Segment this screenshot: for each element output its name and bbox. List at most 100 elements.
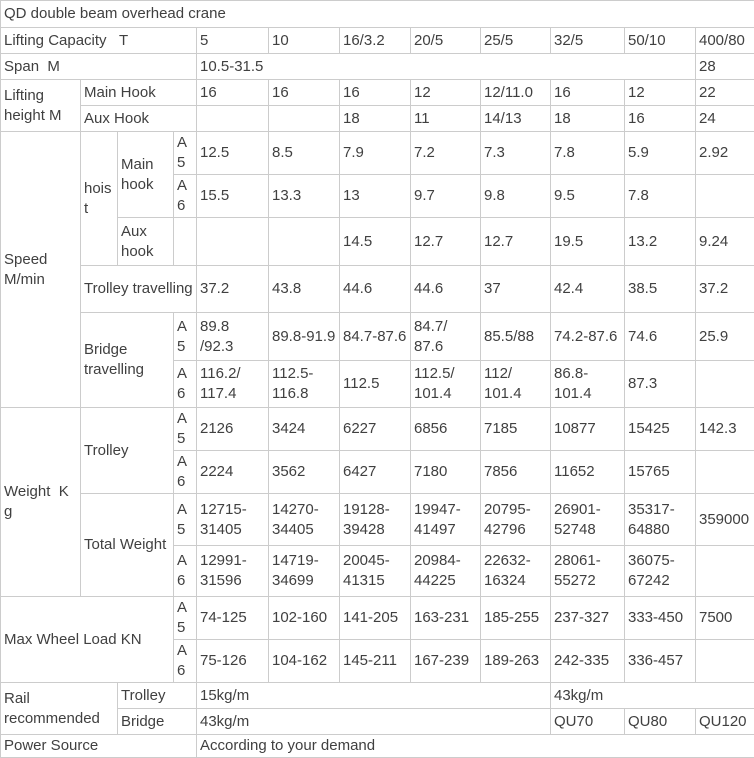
speed-value: 112/ 101.4 — [481, 361, 551, 408]
weight-value: 14270-34405 — [269, 494, 340, 546]
wheel-load-value: 7500 — [696, 597, 754, 640]
speed-value: 14.5 — [340, 218, 411, 266]
speed-value — [696, 361, 754, 408]
speed-value: 7.8 — [551, 132, 625, 175]
table-row: QD double beam overhead crane — [1, 1, 754, 28]
weight-value: 11652 — [551, 451, 625, 494]
span-label: Span M — [1, 54, 197, 80]
wheel-load-value: 163-231 — [411, 597, 481, 640]
bridge-travelling-label: Bridge travelling — [81, 313, 174, 408]
class-a6-label: A6 — [174, 175, 197, 218]
speed-value: 7.8 — [625, 175, 696, 218]
speed-value: 7.3 — [481, 132, 551, 175]
height-value: 18 — [340, 106, 411, 132]
weight-value: 20795-42796 — [481, 494, 551, 546]
wheel-load-value: 104-162 — [269, 640, 340, 683]
height-value: 12 — [411, 80, 481, 106]
height-value: 12/11.0 — [481, 80, 551, 106]
table-row: Aux Hook 18 11 14/13 18 16 24 — [1, 106, 754, 132]
speed-value: 9.7 — [411, 175, 481, 218]
aux-hook-label: Aux Hook — [81, 106, 197, 132]
speed-value: 12.5 — [197, 132, 269, 175]
weight-value: 19128-39428 — [340, 494, 411, 546]
qu-rail-value: QU120 — [696, 709, 754, 735]
capacity-value: 16/3.2 — [340, 28, 411, 54]
rail-value: 43kg/m — [197, 709, 551, 735]
weight-value: 7180 — [411, 451, 481, 494]
weight-value: 2224 — [197, 451, 269, 494]
table-row: Lifting Capacity T 5 10 16/3.2 20/5 25/5… — [1, 28, 754, 54]
weight-value: 7856 — [481, 451, 551, 494]
weight-value: 26901-52748 — [551, 494, 625, 546]
capacity-value: 5 — [197, 28, 269, 54]
speed-value: 74.6 — [625, 313, 696, 361]
height-value: 16 — [340, 80, 411, 106]
weight-value — [696, 546, 754, 597]
class-a5-label: A5 — [174, 597, 197, 640]
weight-value: 359000 — [696, 494, 754, 546]
weight-value: 20045-41315 — [340, 546, 411, 597]
weight-value: 14719-34699 — [269, 546, 340, 597]
speed-value: 84.7/ 87.6 — [411, 313, 481, 361]
weight-value: 19947-41497 — [411, 494, 481, 546]
main-hook-label: Main Hook — [81, 80, 197, 106]
power-source-label: Power Source — [1, 735, 197, 758]
class-a5-label: A5 — [174, 132, 197, 175]
weight-trolley-label: Trolley — [81, 408, 174, 494]
class-a6-label: A6 — [174, 451, 197, 494]
speed-value: 37.2 — [696, 266, 754, 313]
speed-value: 37 — [481, 266, 551, 313]
weight-value: 20984-44225 — [411, 546, 481, 597]
weight-value: 142.3 — [696, 408, 754, 451]
weight-value: 15425 — [625, 408, 696, 451]
speed-value: 15.5 — [197, 175, 269, 218]
weight-value: 7185 — [481, 408, 551, 451]
speed-value: 43.8 — [269, 266, 340, 313]
capacity-value: 32/5 — [551, 28, 625, 54]
table-row: Power Source According to your demand — [1, 735, 754, 758]
weight-value: 35317-64880 — [625, 494, 696, 546]
span-range-value: 10.5-31.5 — [197, 54, 696, 80]
weight-value: 6427 — [340, 451, 411, 494]
speed-value: 89.8 /92.3 — [197, 313, 269, 361]
height-value: 22 — [696, 80, 754, 106]
weight-value: 36075-67242 — [625, 546, 696, 597]
speed-value — [197, 218, 269, 266]
hoist-main-hook-label: Main hook — [118, 132, 174, 218]
weight-value: 12715-31405 — [197, 494, 269, 546]
hoist-aux-hook-label: Aux hook — [118, 218, 174, 266]
table-row: Max Wheel Load KN A5 74-125 102-160 141-… — [1, 597, 754, 640]
weight-value: 6856 — [411, 408, 481, 451]
empty-cell — [174, 218, 197, 266]
class-a6-label: A6 — [174, 640, 197, 683]
speed-value: 7.2 — [411, 132, 481, 175]
rail-value: 43kg/m — [551, 683, 754, 709]
speed-value: 9.24 — [696, 218, 754, 266]
weight-value — [696, 451, 754, 494]
table-row: Weight Kg Trolley A5 2126 3424 6227 6856… — [1, 408, 754, 451]
wheel-load-value — [696, 640, 754, 683]
class-a6-label: A6 — [174, 361, 197, 408]
speed-value: 19.5 — [551, 218, 625, 266]
lifting-height-label: Lifting height M — [1, 80, 81, 132]
weight-value: 12991-31596 — [197, 546, 269, 597]
speed-value: 8.5 — [269, 132, 340, 175]
wheel-load-value: 189-263 — [481, 640, 551, 683]
hoist-label: hoist — [81, 132, 118, 266]
weight-value: 28061-55272 — [551, 546, 625, 597]
rail-trolley-label: Trolley — [118, 683, 197, 709]
height-value: 24 — [696, 106, 754, 132]
wheel-load-value: 141-205 — [340, 597, 411, 640]
capacity-value: 25/5 — [481, 28, 551, 54]
wheel-load-value: 102-160 — [269, 597, 340, 640]
weight-value: 10877 — [551, 408, 625, 451]
speed-value: 86.8-101.4 — [551, 361, 625, 408]
height-value — [269, 106, 340, 132]
table-row: Rail recommended Trolley 15kg/m 43kg/m — [1, 683, 754, 709]
table-title: QD double beam overhead crane — [1, 1, 754, 28]
total-weight-label: Total Weight — [81, 494, 174, 597]
table-row: Bridge travelling A5 89.8 /92.3 89.8-91.… — [1, 313, 754, 361]
weight-value: 2126 — [197, 408, 269, 451]
speed-value: 85.5/88 — [481, 313, 551, 361]
